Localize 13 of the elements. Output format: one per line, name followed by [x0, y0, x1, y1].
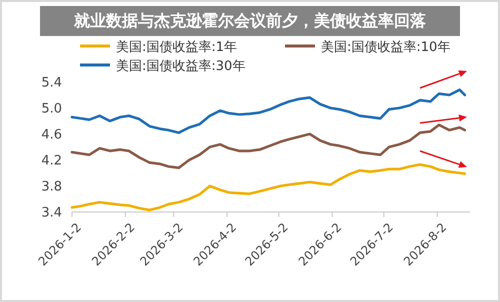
line-series	[70, 163, 466, 212]
legend-label: 美国:国债收益率:30年	[116, 58, 246, 74]
legend-label: 美国:国债收益率:1年	[116, 39, 238, 55]
y-tick-label: 4.6	[41, 128, 62, 143]
y-tick-label: 5.4	[41, 76, 62, 91]
line-series	[70, 124, 466, 170]
y-tick-label: 4.2	[41, 154, 62, 169]
y-tick-label: 3.4	[41, 206, 62, 221]
y-tick-label: 5.0	[41, 102, 62, 117]
line-series	[70, 88, 466, 134]
chart-title: 就业数据与杰克逊霍尔会议前夕，美债收益率回落	[40, 6, 460, 36]
legend-label: 美国:国债收益率:10年	[321, 39, 450, 55]
y-tick-label: 3.8	[41, 180, 62, 195]
